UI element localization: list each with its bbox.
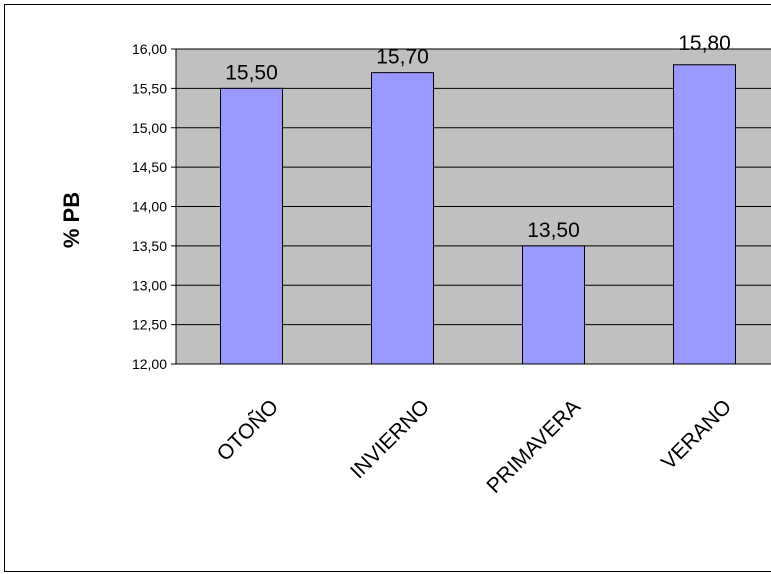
y-tick-label: 12,00 xyxy=(132,356,167,372)
category-label: INVIERNO xyxy=(346,395,434,483)
y-tick-label: 13,50 xyxy=(132,238,167,254)
data-label: 15,70 xyxy=(376,46,429,69)
y-tick-label: 15,00 xyxy=(132,120,167,136)
y-axis-ticks: 16,00 15,50 15,00 14,50 14,00 13,50 13,00 12,50… xyxy=(132,41,176,372)
bars xyxy=(220,64,736,365)
category-label: VERANO xyxy=(657,395,736,474)
category-label: OTOÑO xyxy=(212,395,283,466)
y-tick-label: 14,00 xyxy=(132,199,167,215)
y-tick-label: 16,00 xyxy=(132,41,167,57)
bar xyxy=(522,245,585,365)
category-label: PRIMAVERA xyxy=(482,395,585,498)
y-tick-label: 14,50 xyxy=(132,159,167,175)
y-tick-label: 12,50 xyxy=(132,317,167,333)
bar xyxy=(220,87,283,365)
bar xyxy=(673,64,736,365)
y-axis-title: % PB xyxy=(59,192,84,248)
y-tick-label: 13,00 xyxy=(132,277,167,293)
data-label: 15,80 xyxy=(678,32,731,55)
bar-chart: 16,00 15,50 15,00 14,50 14,00 13,50 13,00 12,50… xyxy=(59,32,771,498)
data-label: 13,50 xyxy=(527,219,580,242)
data-label: 15,50 xyxy=(225,61,278,84)
bar xyxy=(371,72,434,365)
chart-frame: 16,00 15,50 15,00 14,50 14,00 13,50 13,00 12,50… xyxy=(4,4,771,572)
y-tick-label: 15,50 xyxy=(132,80,167,96)
